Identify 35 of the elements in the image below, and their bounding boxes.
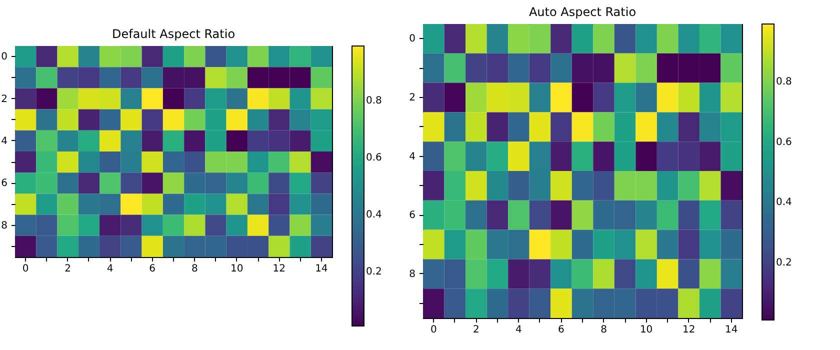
x-tick-label: 8 — [600, 324, 607, 336]
color-bar-label: 0.6 — [366, 152, 382, 164]
x-tick-label: 2 — [64, 264, 72, 274]
x-tick-label: 6 — [149, 264, 156, 274]
y-tick-label: 0 — [409, 34, 416, 45]
color-bar-label: 0.4 — [776, 197, 792, 208]
y-tick-label: 2 — [409, 92, 416, 104]
color-bar-label: 0.8 — [776, 76, 792, 88]
x-tick-label: 0 — [22, 264, 29, 274]
color-bar-label: 0.6 — [776, 136, 792, 148]
x-tick-label: 2 — [472, 324, 480, 336]
chart-title: Default Aspect Ratio — [112, 27, 236, 41]
color-bar-label: 0.2 — [776, 258, 792, 269]
x-tick-label: 6 — [558, 324, 564, 336]
y-tick-label: 0 — [1, 52, 8, 63]
color-bar-label: 0.2 — [366, 266, 382, 278]
chart-title: Auto Aspect Ratio — [528, 5, 636, 19]
x-tick-label: 12 — [272, 264, 286, 274]
y-tick-label: 6 — [409, 210, 416, 222]
y-tick-label: 6 — [1, 178, 8, 190]
y-tick-label: 4 — [1, 136, 8, 147]
x-tick-label: 4 — [516, 324, 522, 336]
x-tick-label: 12 — [682, 324, 696, 336]
x-tick-label: 14 — [315, 264, 328, 274]
x-tick-label: 10 — [640, 324, 653, 336]
x-tick-label: 8 — [191, 264, 198, 274]
y-tick-label: 2 — [1, 94, 8, 105]
color-bar-label: 0.8 — [366, 95, 382, 106]
x-tick-label: 14 — [725, 324, 738, 336]
y-tick-label: 4 — [409, 151, 416, 162]
color-bar-label: 0.4 — [366, 210, 382, 221]
x-tick-label: 10 — [230, 264, 244, 274]
x-tick-label: 0 — [430, 324, 437, 336]
x-tick-label: 4 — [106, 264, 114, 274]
y-tick-label: 8 — [1, 220, 8, 232]
